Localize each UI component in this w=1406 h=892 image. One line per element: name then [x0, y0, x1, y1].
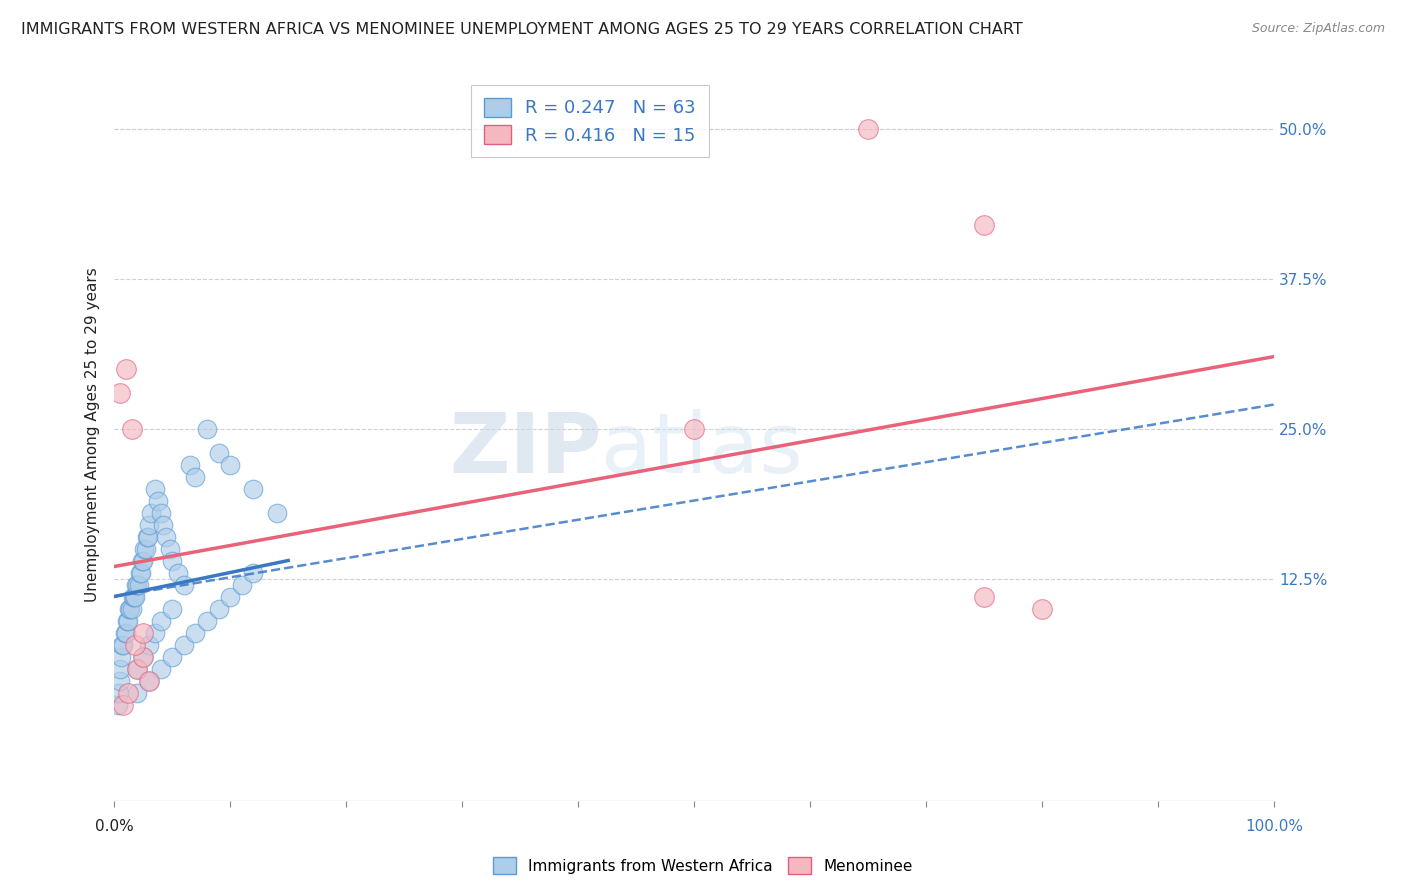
Point: [127, 577, 149, 591]
Text: atlas: atlas: [602, 409, 803, 490]
Text: ZIP: ZIP: [449, 409, 602, 490]
Point: [858, 121, 880, 136]
Point: [132, 553, 155, 567]
Point: [122, 590, 145, 604]
Text: 0.0%: 0.0%: [94, 819, 134, 833]
Point: [242, 566, 264, 580]
Point: [973, 218, 995, 232]
Point: [138, 673, 160, 688]
Point: [231, 577, 253, 591]
Point: [124, 590, 146, 604]
Point: [107, 698, 129, 712]
Point: [121, 421, 143, 435]
Point: [184, 469, 207, 483]
Point: [114, 361, 136, 376]
Point: [683, 421, 706, 435]
Point: [135, 529, 157, 543]
Legend: R = 0.247   N = 63, R = 0.416   N = 15: R = 0.247 N = 63, R = 0.416 N = 15: [471, 85, 709, 157]
Point: [136, 529, 159, 543]
Point: [159, 541, 181, 556]
Point: [219, 458, 242, 472]
Point: [195, 614, 218, 628]
Point: [141, 506, 163, 520]
Point: [195, 421, 218, 435]
Point: [125, 577, 148, 591]
Point: [266, 506, 288, 520]
Point: [128, 566, 150, 580]
Point: [143, 625, 166, 640]
Point: [134, 541, 156, 556]
Point: [120, 601, 142, 615]
Point: [127, 661, 149, 675]
Point: [118, 601, 141, 615]
Point: [219, 590, 242, 604]
Point: [167, 566, 190, 580]
Point: [127, 685, 149, 699]
Point: [124, 638, 146, 652]
Point: [129, 566, 152, 580]
Point: [149, 614, 172, 628]
Point: [128, 577, 150, 591]
Text: IMMIGRANTS FROM WESTERN AFRICA VS MENOMINEE UNEMPLOYMENT AMONG AGES 25 TO 29 YEA: IMMIGRANTS FROM WESTERN AFRICA VS MENOMI…: [21, 22, 1022, 37]
Point: [138, 638, 160, 652]
Point: [184, 625, 207, 640]
Point: [108, 673, 131, 688]
Point: [138, 517, 160, 532]
Point: [173, 638, 195, 652]
Point: [117, 614, 139, 628]
Point: [138, 673, 160, 688]
Point: [152, 517, 174, 532]
Point: [973, 590, 995, 604]
Point: [115, 614, 138, 628]
Point: [127, 661, 149, 675]
Point: [132, 649, 155, 664]
Point: [207, 601, 229, 615]
Point: [149, 506, 172, 520]
Point: [112, 698, 135, 712]
Point: [114, 625, 136, 640]
Text: 100.0%: 100.0%: [1246, 819, 1303, 833]
Point: [179, 458, 201, 472]
Text: Source: ZipAtlas.com: Source: ZipAtlas.com: [1251, 22, 1385, 36]
Point: [132, 625, 155, 640]
Point: [108, 385, 131, 400]
Point: [108, 661, 131, 675]
Point: [112, 638, 135, 652]
Y-axis label: Unemployment Among Ages 25 to 29 years: Unemployment Among Ages 25 to 29 years: [86, 267, 100, 602]
Point: [131, 553, 153, 567]
Point: [121, 590, 143, 604]
Point: [149, 661, 172, 675]
Point: [160, 553, 183, 567]
Point: [108, 685, 131, 699]
Point: [155, 529, 177, 543]
Point: [207, 445, 229, 459]
Point: [132, 649, 155, 664]
Point: [160, 649, 183, 664]
Point: [173, 577, 195, 591]
Point: [117, 685, 139, 699]
Point: [160, 601, 183, 615]
Point: [242, 482, 264, 496]
Point: [121, 601, 143, 615]
Point: [110, 649, 132, 664]
Legend: Immigrants from Western Africa, Menominee: Immigrants from Western Africa, Menomine…: [486, 851, 920, 880]
Point: [111, 638, 134, 652]
Point: [143, 482, 166, 496]
Point: [114, 625, 136, 640]
Point: [1031, 601, 1053, 615]
Point: [148, 493, 170, 508]
Point: [134, 541, 156, 556]
